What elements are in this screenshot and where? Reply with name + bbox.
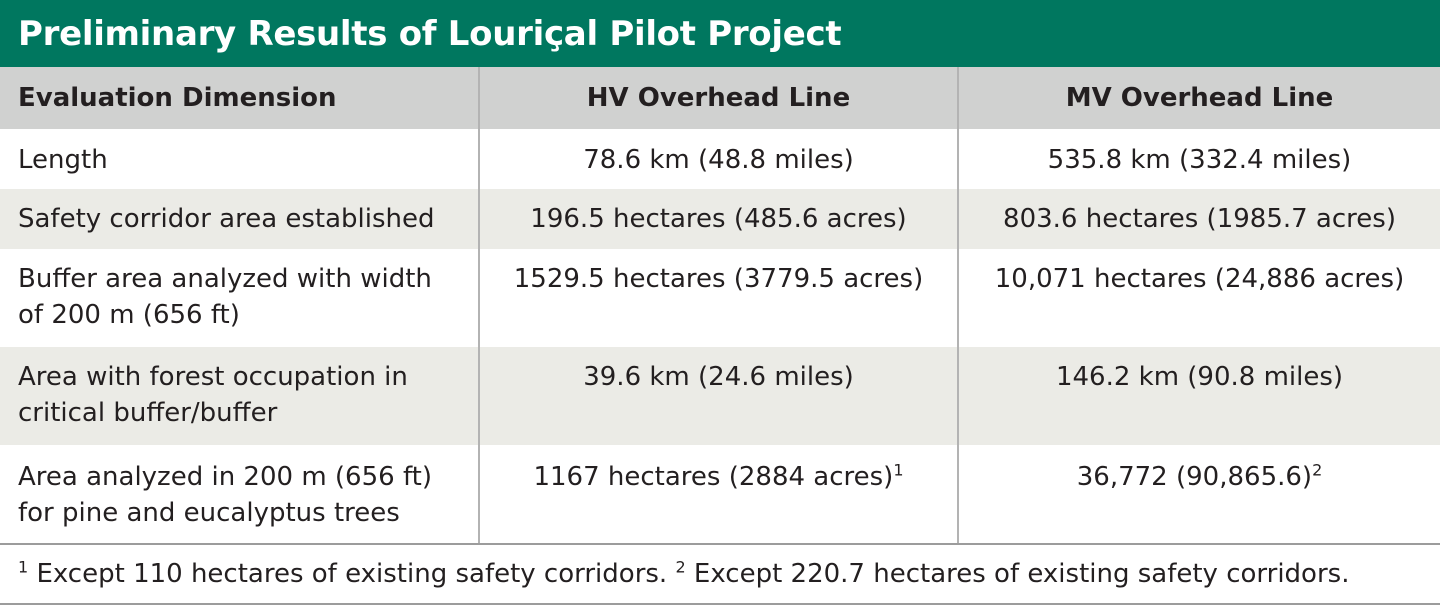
mv-value-cell: 36,772 (90,865.6)2 (957, 445, 1440, 543)
footnote-mark-1: 1 (18, 557, 29, 577)
hv-value-cell: 1529.5 hectares (3779.5 acres) (478, 249, 958, 347)
hv-value: 1529.5 hectares (3779.5 acres) (513, 264, 924, 294)
mv-value: 535.8 km (332.4 miles) (1047, 145, 1352, 175)
mv-value: 10,071 hectares (24,886 acres) (994, 264, 1405, 294)
footnotes: 1 Except 110 hectares of existing safety… (0, 545, 1440, 603)
mv-value: 146.2 km (90.8 miles) (1055, 362, 1344, 392)
table-row: Length 78.6 km (48.8 miles) 535.8 km (33… (0, 129, 1440, 189)
table-row: Area analyzed in 200 m (656 ft) for pine… (0, 445, 1440, 543)
mv-value-cell: 535.8 km (332.4 miles) (957, 129, 1440, 189)
hv-value-cell: 196.5 hectares (485.6 acres) (478, 189, 958, 249)
footnote-divider-top (0, 543, 1440, 545)
hv-value: 78.6 km (48.8 miles) (583, 145, 854, 175)
mv-value-cell: 10,071 hectares (24,886 acres) (957, 249, 1440, 347)
table-title: Preliminary Results of Louriçal Pilot Pr… (18, 13, 842, 54)
hv-value: 1167 hectares (2884 acres) (533, 462, 894, 492)
dimension-cell: Length (0, 129, 479, 189)
dimension-cell: Safety corridor area established (0, 189, 479, 249)
dimension-cell: Area with forest occupation in critical … (0, 347, 479, 445)
mv-value-cell: 803.6 hectares (1985.7 acres) (957, 189, 1440, 249)
table-header-row: Evaluation Dimension HV Overhead Line MV… (0, 67, 1440, 129)
hv-value-cell: 78.6 km (48.8 miles) (478, 129, 958, 189)
hv-value: 196.5 hectares (485.6 acres) (530, 204, 907, 234)
dimension-cell: Area analyzed in 200 m (656 ft) for pine… (0, 445, 479, 543)
results-table: Evaluation Dimension HV Overhead Line MV… (0, 67, 1440, 543)
hv-value-cell: 1167 hectares (2884 acres)1 (478, 445, 958, 543)
footnote-ref-1: 1 (893, 460, 904, 480)
hv-value-cell: 39.6 km (24.6 miles) (478, 347, 958, 445)
table-row: Area with forest occupation in critical … (0, 347, 1440, 445)
footnote-mark-2: 2 (675, 557, 686, 577)
footnote-ref-2: 2 (1312, 460, 1323, 480)
footnote-divider-bottom (0, 603, 1440, 605)
column-header-hv: HV Overhead Line (478, 67, 958, 129)
mv-value-cell: 146.2 km (90.8 miles) (957, 347, 1440, 445)
footnote-text-1: Except 110 hectares of existing safety c… (28, 559, 676, 589)
table-row: Buffer area analyzed with width of 200 m… (0, 249, 1440, 347)
mv-value: 36,772 (90,865.6) (1076, 462, 1313, 492)
column-header-mv: MV Overhead Line (957, 67, 1440, 129)
dimension-cell: Buffer area analyzed with width of 200 m… (0, 249, 479, 347)
column-header-dimension: Evaluation Dimension (0, 67, 479, 129)
title-bar: Preliminary Results of Louriçal Pilot Pr… (0, 0, 1440, 67)
hv-value: 39.6 km (24.6 miles) (583, 362, 854, 392)
footnote-text-2: Except 220.7 hectares of existing safety… (685, 559, 1350, 589)
table-row: Safety corridor area established 196.5 h… (0, 189, 1440, 249)
mv-value: 803.6 hectares (1985.7 acres) (1003, 204, 1396, 234)
